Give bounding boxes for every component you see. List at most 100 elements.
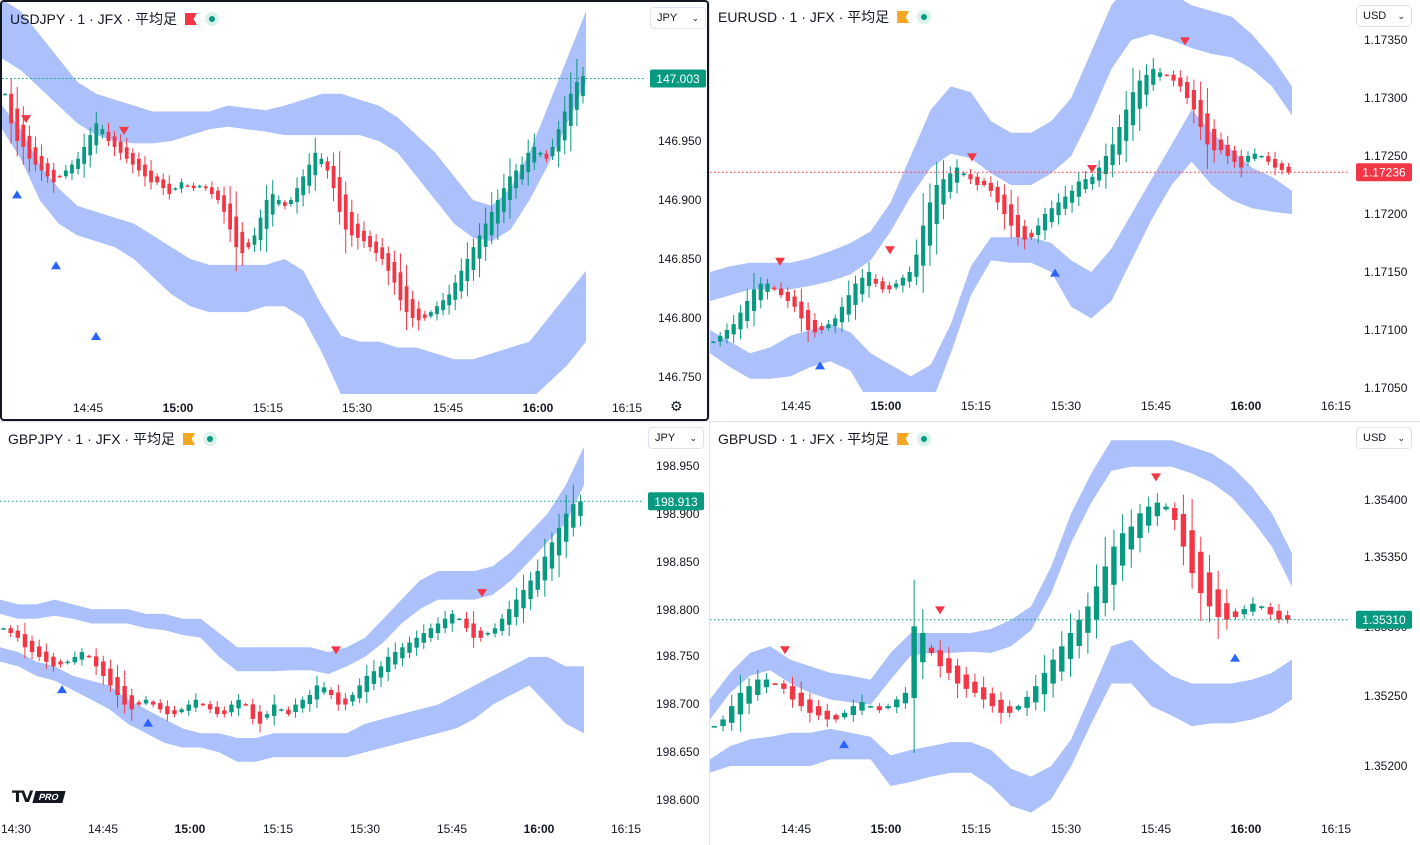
flag-icon[interactable] (897, 433, 910, 445)
candle (44, 643, 49, 670)
y-axis-tick-label: 1.17250 (1364, 149, 1408, 163)
candle (150, 700, 156, 708)
candle (495, 189, 500, 240)
candle (1224, 589, 1230, 630)
current-price-label: 147.003 (650, 69, 706, 88)
candle (574, 59, 579, 127)
market-status-icon[interactable] (917, 432, 932, 446)
candle (471, 611, 476, 649)
candle (76, 151, 80, 175)
symbol-legend[interactable]: GBPJPY · 1 · JFX · 平均足 (8, 429, 217, 449)
chart-canvas[interactable]: 1.17350 1.17300 1.17250 1.17200 1.17150 1.171… (710, 0, 1420, 421)
candle (763, 673, 770, 694)
panel-divider-vertical[interactable] (709, 0, 710, 845)
candle (118, 134, 123, 160)
candle (1056, 193, 1061, 225)
candle (400, 642, 405, 667)
symbol-legend[interactable]: GBPUSD · 1 · JFX · 平均足 (718, 429, 932, 449)
candle (833, 713, 839, 723)
candle (286, 706, 291, 717)
y-axis-tick-label: 146.950 (658, 134, 702, 148)
candle (1232, 145, 1237, 168)
flag-icon[interactable] (184, 13, 197, 25)
chart-panel-gbpjpy[interactable]: 198.950 198.900 198.850 198.800 198.750 198.7… (0, 422, 709, 845)
candle (115, 664, 120, 708)
candle (165, 700, 170, 722)
candle (900, 274, 905, 293)
currency-label: USD (1363, 10, 1387, 22)
candle (853, 275, 858, 320)
panel-divider-horizontal[interactable] (0, 421, 1420, 422)
flag-icon[interactable] (897, 11, 910, 23)
market-status-icon[interactable] (917, 10, 932, 24)
buy-signal-marker (839, 740, 849, 749)
candle (1164, 73, 1169, 77)
currency-select[interactable]: JPY ⌄ (650, 7, 706, 29)
chart-canvas[interactable]: 198.950 198.900 198.850 198.800 198.750 198.7… (0, 422, 709, 845)
x-axis-tick-label: 14:45 (781, 399, 811, 413)
sell-signal-marker (331, 646, 341, 655)
currency-select[interactable]: USD ⌄ (1356, 427, 1412, 449)
candle (22, 622, 28, 659)
svg-text:1.35310: 1.35310 (1362, 613, 1406, 627)
symbol-title[interactable]: GBPUSD · 1 · JFX · 平均足 (718, 431, 890, 447)
chart-canvas[interactable]: 146.950 146.900 146.850 146.800 146.750 147.0… (2, 2, 709, 421)
pro-badge: PRO (32, 790, 66, 803)
candle (778, 282, 784, 299)
candle (158, 699, 163, 713)
currency-select[interactable]: USD ⌄ (1356, 5, 1412, 27)
candle (549, 532, 555, 581)
x-axis-tick-label: 14:45 (73, 401, 103, 415)
candle (1276, 604, 1282, 624)
chart-panel-gbpusd[interactable]: 1.354001.353501.353001.352501.352001.353… (710, 422, 1420, 845)
candle (746, 678, 752, 715)
candle (772, 682, 778, 685)
chart-panel-eurusd[interactable]: 1.17350 1.17300 1.17250 1.17200 1.17150 1.171… (710, 0, 1420, 421)
candle (1154, 493, 1161, 526)
candle (1250, 597, 1256, 616)
candle (337, 151, 342, 225)
chevron-down-icon: ⌄ (691, 12, 699, 23)
market-status-icon[interactable] (204, 12, 219, 26)
candle (995, 180, 1000, 211)
bollinger-lower-band (0, 647, 584, 762)
candle (441, 292, 445, 316)
candle (789, 676, 796, 708)
candle (737, 674, 744, 732)
tradingview-logo[interactable]: TV PRO (12, 787, 66, 806)
candle (980, 676, 987, 709)
chart-panel-usdjpy[interactable]: 146.950 146.900 146.850 146.800 146.750 147.0… (0, 0, 709, 421)
candle (51, 162, 56, 193)
symbol-title[interactable]: EURUSD · 1 · JFX · 平均足 (718, 9, 890, 25)
candle (313, 137, 318, 191)
current-price-label: 198.913 (648, 492, 704, 511)
symbol-title[interactable]: GBPJPY · 1 · JFX · 平均足 (8, 431, 175, 447)
candle (136, 700, 142, 707)
candle (1119, 514, 1126, 581)
settings-gear-icon[interactable]: ⚙ (670, 398, 683, 414)
candle (465, 242, 470, 297)
candle (1015, 704, 1022, 712)
chart-canvas[interactable]: 1.354001.353501.353001.352501.352001.353… (710, 422, 1420, 845)
candle (93, 648, 99, 676)
currency-select[interactable]: JPY ⌄ (648, 427, 704, 449)
flag-icon[interactable] (183, 433, 195, 445)
candle (471, 238, 476, 282)
y-axis-tick-label: 1.17300 (1364, 91, 1408, 105)
candle (902, 686, 909, 709)
x-axis-tick-label: 15:15 (263, 822, 293, 836)
candle (386, 246, 391, 286)
candle (1110, 127, 1115, 178)
candle (416, 301, 421, 331)
candle (542, 538, 548, 597)
candle (489, 192, 494, 245)
symbol-legend[interactable]: EURUSD · 1 · JFX · 平均足 (718, 7, 932, 27)
candle (1006, 700, 1013, 718)
candle (920, 609, 926, 680)
market-status-icon[interactable] (203, 432, 217, 446)
symbol-title[interactable]: USDJPY · 1 · JFX · 平均足 (10, 11, 177, 27)
candle (243, 702, 248, 706)
currency-label: USD (1363, 432, 1387, 444)
symbol-legend[interactable]: USDJPY · 1 · JFX · 平均足 (10, 9, 219, 29)
candle (1050, 648, 1056, 698)
